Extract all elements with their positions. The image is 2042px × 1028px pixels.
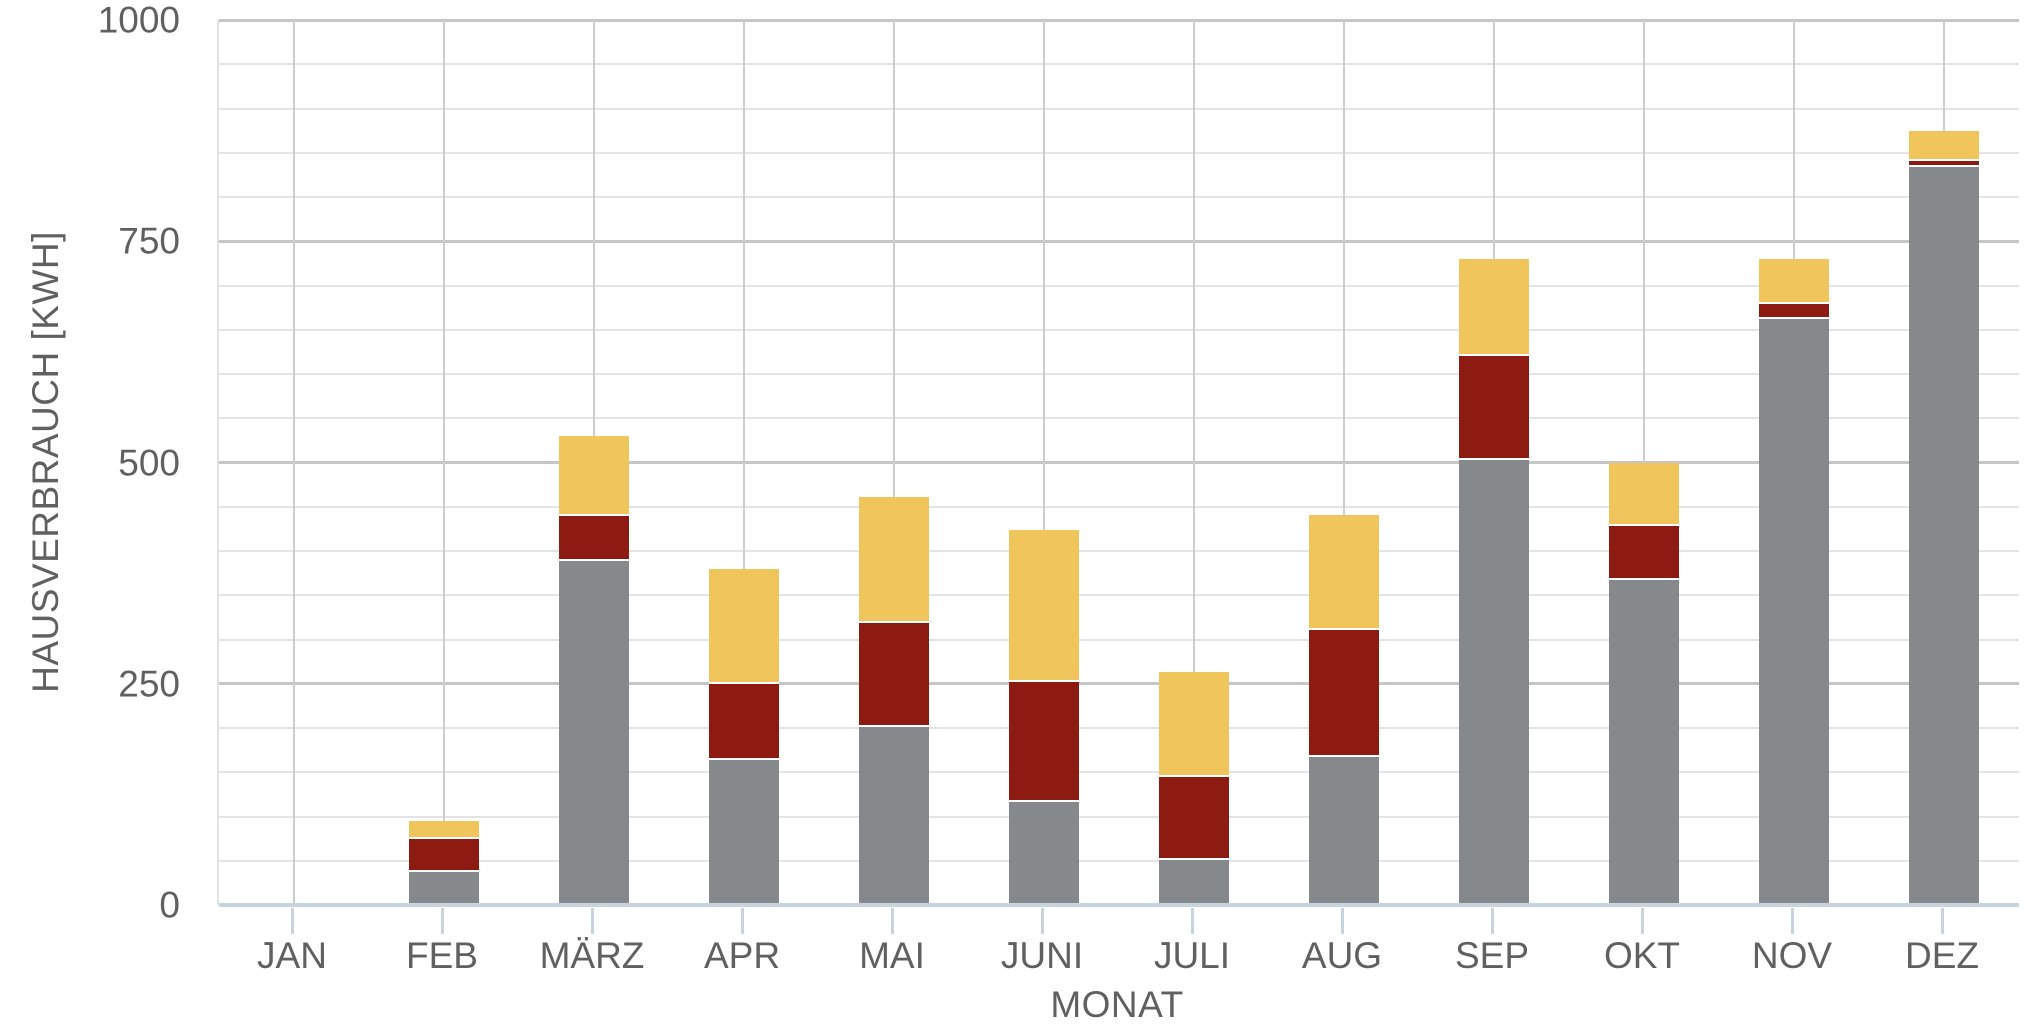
bar-segment-gray-bottom-segment bbox=[1159, 859, 1229, 905]
x-axis-label: JULI bbox=[1153, 935, 1231, 976]
x-tick-mark bbox=[440, 908, 444, 934]
x-axis: JAN FEB MÄRZ APR MAI JUNI JULI AUG SEP OKT NOV DEZ bbox=[217, 905, 2017, 1028]
x-tick-mark bbox=[1490, 908, 1494, 934]
bar-segment-gray-bottom-segment bbox=[409, 872, 479, 905]
x-axis-label: APR bbox=[703, 935, 781, 976]
minor-gridline bbox=[219, 373, 2019, 375]
minor-gridline bbox=[219, 328, 2019, 331]
month-gridline bbox=[443, 20, 445, 905]
bar-segment-gold-top-segment bbox=[859, 497, 929, 623]
y-axis-tick-labels: 0 250 500 750 1000 bbox=[0, 2, 180, 924]
x-axis-label: AUG bbox=[1301, 935, 1383, 976]
x-axis-label: JUNI bbox=[1000, 935, 1084, 976]
y-tick-label: 0 bbox=[159, 884, 180, 926]
minor-gridline bbox=[219, 196, 2019, 198]
minor-gridline bbox=[219, 727, 2019, 729]
major-gridline bbox=[219, 461, 2019, 464]
bar-segment-gold-top-segment bbox=[409, 820, 479, 839]
month-gridline bbox=[1343, 20, 1345, 905]
x-tick-mark bbox=[1340, 908, 1344, 934]
x-axis-label: FEB bbox=[406, 935, 478, 976]
minor-gridline bbox=[219, 638, 2019, 641]
x-tick-mark bbox=[890, 908, 894, 934]
x-axis-label: MÄRZ bbox=[539, 935, 645, 976]
bar-segment-gold-top-segment bbox=[1759, 258, 1829, 305]
bar-segment-gold-top-segment bbox=[1159, 672, 1229, 777]
minor-gridline bbox=[219, 771, 2019, 774]
bar-segment-gray-bottom-segment bbox=[1909, 166, 1979, 905]
bar-segment-gold-top-segment bbox=[559, 435, 629, 516]
minor-gridline bbox=[219, 815, 2019, 818]
x-tick-mark bbox=[740, 908, 744, 934]
bar-segment-gold-top-segment bbox=[709, 568, 779, 684]
bar-segment-dark-red-middle-segment bbox=[1759, 304, 1829, 320]
bar-segment-gray-bottom-segment bbox=[1309, 757, 1379, 905]
bar-segment-dark-red-middle-segment bbox=[1609, 526, 1679, 581]
bar-segment-dark-red-middle-segment bbox=[1309, 629, 1379, 758]
bar-segment-gold-top-segment bbox=[1009, 529, 1079, 682]
bar-segment-dark-red-middle-segment bbox=[559, 515, 629, 561]
x-axis-title: MONAT bbox=[1050, 984, 1184, 1025]
minor-gridline bbox=[219, 417, 2019, 420]
x-tick-mark bbox=[1790, 908, 1794, 934]
bar-segment-dark-red-middle-segment bbox=[709, 683, 779, 760]
y-tick-label: 500 bbox=[118, 442, 180, 483]
x-axis-label: DEZ bbox=[1905, 935, 1979, 976]
minor-gridline bbox=[219, 505, 2019, 508]
bar-segment-dark-red-middle-segment bbox=[1909, 160, 1979, 167]
major-gridline bbox=[219, 239, 2019, 243]
x-axis-label: SEP bbox=[1454, 935, 1530, 976]
bar-segment-gray-bottom-segment bbox=[709, 759, 779, 905]
y-tick-label: 1000 bbox=[97, 0, 180, 41]
bar-segment-gray-bottom-segment bbox=[1459, 459, 1529, 905]
minor-gridline bbox=[219, 284, 2019, 287]
x-axis-label: NOV bbox=[1751, 935, 1833, 976]
minor-gridline bbox=[219, 550, 2019, 552]
x-tick-mark bbox=[590, 908, 594, 934]
bar-segment-gray-bottom-segment bbox=[559, 560, 629, 905]
x-axis-line bbox=[219, 903, 2019, 907]
month-gridline bbox=[743, 20, 745, 905]
bar-segment-dark-red-middle-segment bbox=[1459, 356, 1529, 460]
bar-segment-gray-bottom-segment bbox=[1759, 319, 1829, 905]
bar-segment-gold-top-segment bbox=[1459, 258, 1529, 357]
bar-segment-dark-red-middle-segment bbox=[409, 838, 479, 873]
bar-segment-dark-red-middle-segment bbox=[1009, 681, 1079, 803]
minor-gridline bbox=[219, 107, 2019, 110]
month-gridline bbox=[1193, 20, 1195, 905]
bar-segment-gold-top-segment bbox=[1309, 514, 1379, 630]
bar-segment-dark-red-middle-segment bbox=[1159, 776, 1229, 860]
x-tick-mark bbox=[1640, 908, 1644, 934]
month-gridline bbox=[1643, 20, 1645, 905]
y-tick-label: 250 bbox=[118, 663, 180, 705]
bar-segment-gray-bottom-segment bbox=[1009, 802, 1079, 905]
bar-segment-gold-top-segment bbox=[1909, 130, 1979, 161]
bar-segment-dark-red-middle-segment bbox=[859, 622, 929, 728]
x-tick-mark bbox=[290, 908, 294, 934]
month-gridline bbox=[1043, 20, 1045, 905]
major-gridline bbox=[219, 682, 2019, 686]
month-gridline bbox=[893, 20, 895, 905]
plot-area bbox=[217, 18, 2019, 907]
x-tick-mark bbox=[1040, 908, 1044, 934]
minor-gridline bbox=[219, 63, 2019, 66]
x-axis-label: OKT bbox=[1603, 935, 1681, 976]
bar-segment-gold-top-segment bbox=[1609, 462, 1679, 527]
minor-gridline bbox=[219, 594, 2019, 597]
minor-gridline bbox=[219, 859, 2019, 862]
x-axis-label: JAN bbox=[257, 935, 327, 976]
bar-segment-gray-bottom-segment bbox=[859, 727, 929, 905]
month-gridline bbox=[293, 20, 295, 905]
y-tick-label: 750 bbox=[118, 220, 180, 262]
x-tick-mark bbox=[1190, 908, 1194, 934]
x-tick-mark bbox=[1940, 908, 1944, 934]
x-axis-label: MAI bbox=[859, 935, 925, 976]
minor-gridline bbox=[219, 151, 2019, 154]
bar-segment-gray-bottom-segment bbox=[1609, 580, 1679, 905]
major-gridline bbox=[219, 18, 2019, 22]
